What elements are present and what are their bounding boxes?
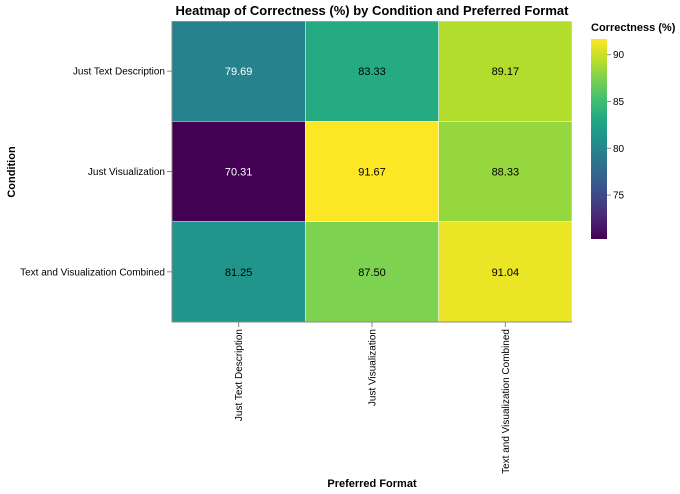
y-tick-label: Just Text Description xyxy=(73,67,165,78)
heatmap-cell xyxy=(438,20,573,122)
cell-value-label: 88.33 xyxy=(492,167,520,179)
heatmap-cell xyxy=(171,20,306,122)
chart-title: Heatmap of Correctness (%) by Condition … xyxy=(176,3,570,18)
cell-value-label: 79.69 xyxy=(225,66,253,78)
cell-value-label: 91.67 xyxy=(358,167,386,179)
legend-tick-label: 75 xyxy=(613,191,625,202)
x-tick-label: Text and Visualization Combined xyxy=(501,329,512,474)
cell-value-label: 81.25 xyxy=(225,267,253,279)
y-tick-label: Just Visualization xyxy=(88,167,165,178)
legend-gradient-bar xyxy=(591,39,607,239)
heatmap-cell xyxy=(305,20,439,122)
cell-value-label: 70.31 xyxy=(225,167,253,179)
y-tick-label: Text and Visualization Combined xyxy=(20,267,165,278)
heatmap-cell xyxy=(171,221,306,323)
y-axis: Just Text Description Just Visualization T… xyxy=(20,21,173,322)
legend-tick-label: 90 xyxy=(613,50,625,61)
cell-value-label: 87.50 xyxy=(358,267,386,279)
x-tick-label: Just Visualization xyxy=(368,329,379,406)
color-legend: Correctness (%) 75 80 85 90 xyxy=(591,22,676,239)
heatmap-cell xyxy=(305,221,439,323)
legend-tick-label: 85 xyxy=(613,97,625,108)
heatmap-cell xyxy=(305,121,439,222)
y-axis-title: Condition xyxy=(6,146,18,198)
heatmap-cells: 79.69 83.33 89.17 70.31 91.67 88.33 81.25 87.50… xyxy=(171,20,573,323)
x-axis-title: Preferred Format xyxy=(327,478,417,490)
legend-title: Correctness (%) xyxy=(591,22,676,34)
heatmap-cell xyxy=(171,121,306,222)
cell-value-label: 89.17 xyxy=(492,66,520,78)
x-axis: Just Text Description Just Visualization T… xyxy=(172,321,572,474)
x-tick-label: Just Text Description xyxy=(234,329,245,421)
legend-tick-label: 80 xyxy=(613,144,625,155)
heatmap-cell xyxy=(438,121,573,222)
cell-value-label: 91.04 xyxy=(492,267,520,279)
cell-value-label: 83.33 xyxy=(358,66,386,78)
